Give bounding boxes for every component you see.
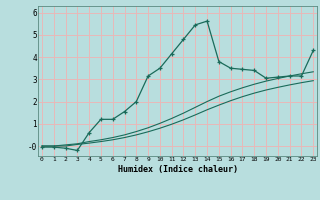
- X-axis label: Humidex (Indice chaleur): Humidex (Indice chaleur): [118, 165, 238, 174]
